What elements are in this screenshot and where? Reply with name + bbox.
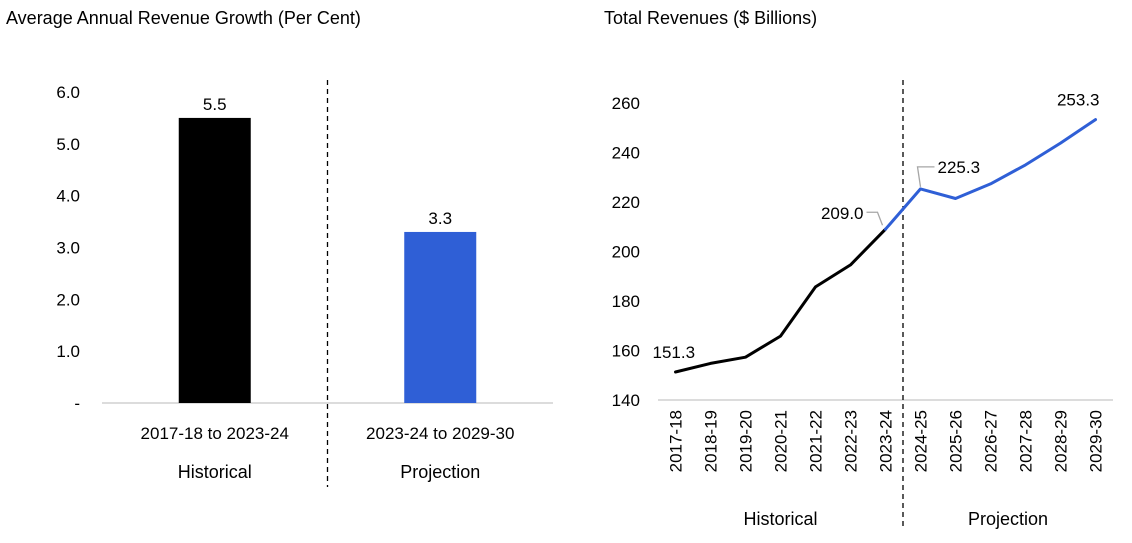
x-category-label: 2017-18 to 2023-24 — [141, 424, 289, 443]
x-tick-label: 2027-28 — [1017, 410, 1036, 472]
y-tick-label: 160 — [612, 342, 640, 361]
data-label: 151.3 — [653, 343, 696, 362]
y-tick-label: 6.0 — [56, 83, 80, 102]
x-tick-label: 2022-23 — [842, 410, 861, 472]
right-line-chart: 140 160 180 200 220 240 260 2017-18 2018-19 2019-… — [612, 80, 1113, 530]
x-tick-label: 2028-29 — [1052, 410, 1071, 472]
y-tick-label: 1.0 — [56, 342, 80, 361]
y-tick-label: 260 — [612, 94, 640, 113]
bar-data-label: 5.5 — [203, 95, 227, 114]
y-tick-label: 180 — [612, 292, 640, 311]
data-label-leader — [866, 211, 884, 226]
x-group-label: Projection — [400, 462, 480, 482]
x-tick-label: 2020-21 — [772, 410, 791, 472]
y-tick-label: 5.0 — [56, 135, 80, 154]
data-label: 225.3 — [938, 158, 981, 177]
x-tick-label: 2025-26 — [947, 410, 966, 472]
x-category-label: 2023-24 to 2029-30 — [366, 424, 514, 443]
y-tick-label: 220 — [612, 193, 640, 212]
y-tick-label: - — [74, 394, 80, 413]
x-group-label: Projection — [968, 509, 1048, 529]
y-tick-label: 200 — [612, 243, 640, 262]
y-tick-label: 2.0 — [56, 290, 80, 309]
data-label: 253.3 — [1057, 91, 1100, 110]
x-group-label: Historical — [743, 509, 817, 529]
y-tick-label: 240 — [612, 144, 640, 163]
x-tick-label: 2026-27 — [982, 410, 1001, 472]
x-group-label: Historical — [178, 462, 252, 482]
left-bar-chart: - 1.0 2.0 3.0 4.0 5.0 6.0 5.5 2017-18 to 2023-24… — [56, 80, 553, 487]
right-chart-title: Total Revenues ($ Billions) — [604, 8, 818, 28]
x-tick-label: 2029-30 — [1087, 410, 1106, 472]
left-chart-title: Average Annual Revenue Growth (Per Cent) — [6, 8, 361, 28]
series-line-historical — [674, 227, 887, 374]
y-tick-label: 4.0 — [56, 187, 80, 206]
x-tick-label: 2019-20 — [737, 410, 756, 472]
bar-projection — [404, 231, 477, 403]
x-tick-label: 2024-25 — [912, 410, 931, 472]
data-label-leader — [916, 166, 935, 187]
bar-historical — [178, 117, 251, 404]
y-tick-label: 3.0 — [56, 239, 80, 258]
x-tick-label: 2021-22 — [807, 410, 826, 472]
y-tick-label: 140 — [612, 391, 640, 410]
data-label: 209.0 — [821, 204, 864, 223]
x-tick-label: 2018-19 — [702, 410, 721, 472]
x-tick-label: 2017-18 — [667, 410, 686, 472]
series-line-projection — [884, 118, 1097, 231]
bar-data-label: 3.3 — [428, 209, 452, 228]
x-tick-label: 2023-24 — [877, 410, 896, 472]
